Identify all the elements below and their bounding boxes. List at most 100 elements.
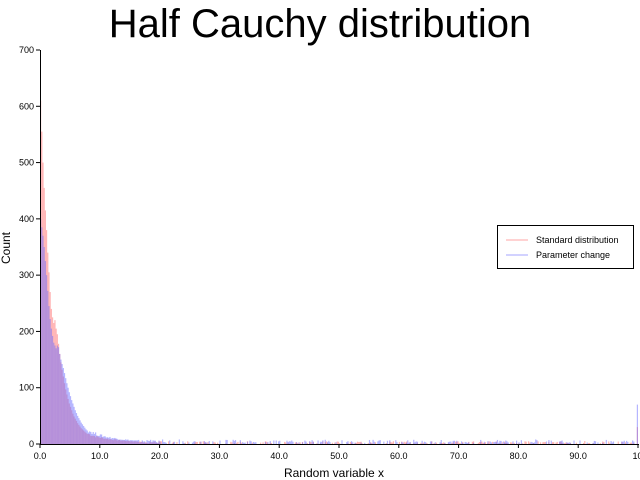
histogram-bar <box>537 441 539 444</box>
histogram-bar <box>154 440 157 444</box>
histogram-bar <box>240 442 243 444</box>
histogram-bar <box>309 441 311 444</box>
histogram-bar <box>312 441 314 444</box>
histogram-bar <box>212 441 214 444</box>
histogram-bar <box>266 441 268 444</box>
histogram-bar <box>611 442 613 444</box>
histogram-bar <box>568 442 570 444</box>
histogram-bar <box>447 441 450 444</box>
histogram-bar <box>81 424 84 444</box>
histogram-bar <box>374 442 377 444</box>
histogram-bar <box>294 442 296 444</box>
histogram-bar <box>368 439 371 444</box>
histogram-bar <box>283 441 286 444</box>
histogram-bar <box>132 440 134 444</box>
histogram-bar <box>605 439 607 444</box>
histogram-bar <box>279 440 281 444</box>
histogram-bar <box>72 403 74 444</box>
histogram-bar <box>350 441 353 444</box>
histogram-bar <box>163 441 165 444</box>
histogram-bar <box>291 440 293 444</box>
x-tick-label: 60.0 <box>390 451 408 461</box>
histogram-bar <box>339 443 341 444</box>
histogram-bar <box>233 440 235 444</box>
histogram-bar <box>349 441 351 444</box>
histogram-bar <box>579 440 581 444</box>
histogram-bar <box>565 442 567 444</box>
histogram-bar <box>182 441 184 444</box>
histogram-bar <box>44 261 46 444</box>
histogram-bar <box>390 442 392 444</box>
histogram-bar <box>539 442 542 444</box>
histogram-bar <box>556 441 558 444</box>
histogram-bar <box>588 442 591 444</box>
histogram-bar <box>543 442 545 444</box>
histogram-bar <box>298 442 300 444</box>
histogram-bar <box>612 441 615 444</box>
histogram-bar <box>99 434 101 444</box>
histogram-bar <box>200 441 202 444</box>
histogram-bar <box>199 441 201 444</box>
histogram-bar <box>153 440 155 444</box>
histogram-bar <box>130 440 133 444</box>
histogram-bar <box>459 443 461 444</box>
histogram-bar <box>536 440 538 444</box>
histogram-bar <box>85 429 87 444</box>
histogram-bar <box>139 442 141 444</box>
histogram-bar <box>530 441 532 444</box>
histogram-bar <box>468 442 470 444</box>
histogram-bar <box>219 440 221 444</box>
histogram-bar <box>622 441 624 444</box>
histogram-bar <box>373 441 375 444</box>
histogram-bar <box>213 442 215 444</box>
histogram-bar <box>146 440 148 444</box>
histogram-bar <box>246 441 249 444</box>
x-tick-label: 10.0 <box>91 451 109 461</box>
histogram-bar <box>73 406 75 444</box>
histogram-bar <box>586 442 588 444</box>
histogram-bar <box>84 427 86 444</box>
histogram-bar <box>569 442 572 444</box>
histogram-bar <box>299 442 301 444</box>
histogram-bar <box>623 440 625 444</box>
histogram-bar <box>516 440 518 444</box>
histogram-bar <box>383 441 385 444</box>
histogram-bar <box>49 319 51 444</box>
histogram-bar <box>484 442 487 444</box>
histogram-bar <box>112 438 115 444</box>
histogram-bar <box>86 430 88 444</box>
histogram-bar <box>573 440 575 444</box>
histogram-bar <box>67 387 69 444</box>
histogram-bar <box>594 441 597 444</box>
histogram-bar <box>288 441 290 444</box>
histogram-bar <box>54 345 56 444</box>
histogram-bar <box>359 441 361 444</box>
histogram-bar <box>264 442 267 444</box>
histogram-bar <box>160 441 162 444</box>
histogram-bar <box>593 440 595 444</box>
histogram-bar <box>121 439 123 444</box>
histogram-bar <box>45 275 48 444</box>
histogram-bar <box>91 433 93 444</box>
histogram-bar <box>527 441 530 444</box>
histogram-bar <box>352 442 354 444</box>
histogram-bar <box>403 441 405 444</box>
histogram-bar <box>117 439 119 444</box>
histogram-bar <box>138 439 140 444</box>
histogram-bar <box>544 442 546 444</box>
histogram-bar <box>169 440 171 444</box>
histogram-bar <box>329 442 331 444</box>
histogram-bar <box>524 441 526 444</box>
histogram-bar <box>481 441 483 444</box>
histogram-bar <box>498 442 500 444</box>
histogram-bar <box>127 439 129 444</box>
histogram-bar <box>482 443 484 444</box>
histogram-bar <box>59 353 61 444</box>
histogram-bar <box>398 441 400 444</box>
histogram-bar <box>310 442 312 444</box>
histogram-bar <box>599 443 601 444</box>
histogram-bar <box>433 443 435 444</box>
histogram-bar <box>260 442 262 444</box>
y-ticks: 0 100 200 300 400 500 600 700 <box>19 45 40 449</box>
histogram-bar <box>466 442 469 444</box>
